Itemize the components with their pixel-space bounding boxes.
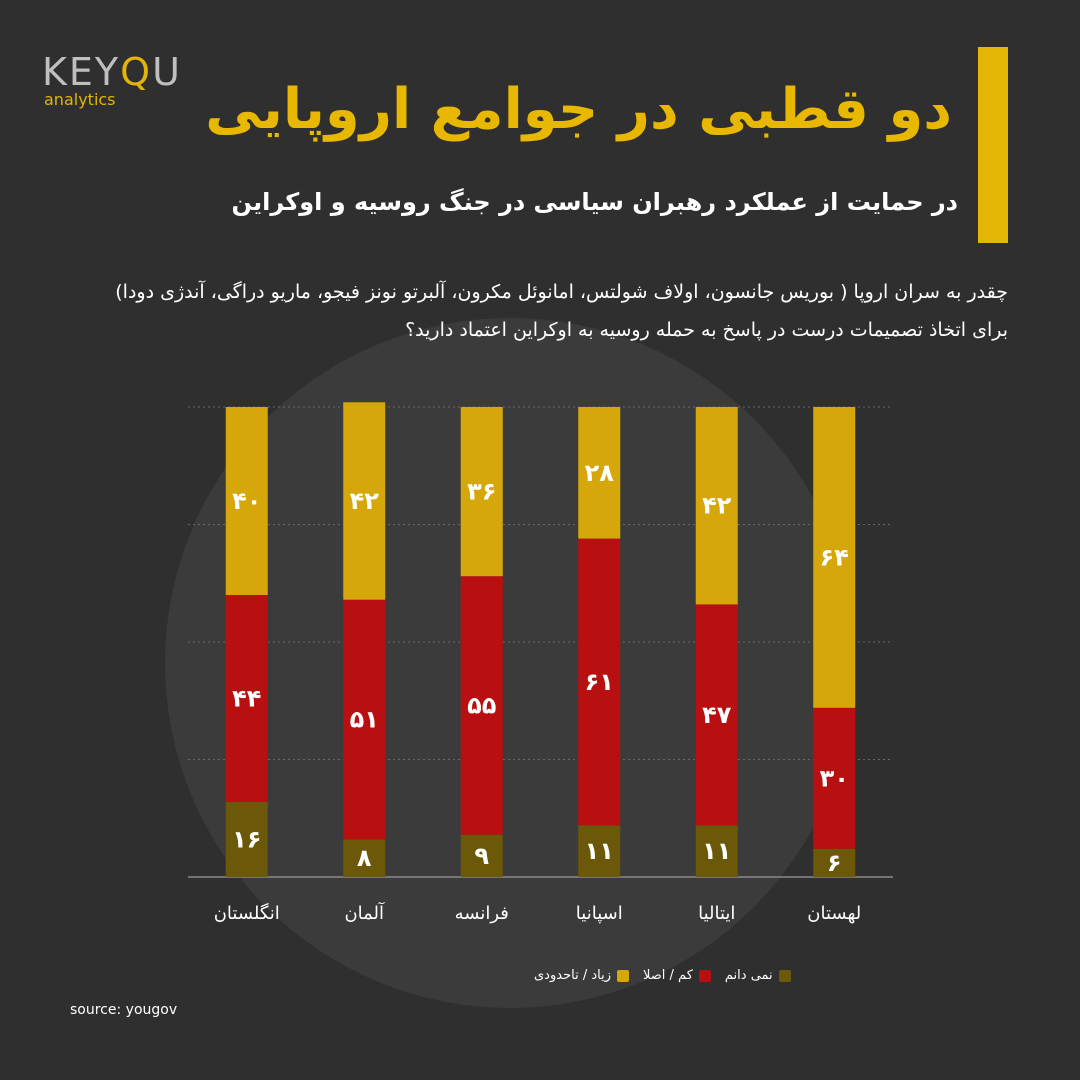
- background-circle: [165, 318, 855, 1008]
- chart-data-labels: ۱۶ ۴۴ ۴۰ ۸ ۵۱ ۴۲ ۹ ۵۵ ۳۶ ۱۱ ۶۱ ۲۸ ۱۱ ۴۷ ۴۲ ۶ ۳۰ ۶۴: [232, 459, 849, 877]
- bar-little: [225, 595, 268, 802]
- data-label: ۶: [827, 849, 842, 877]
- legend-label-much: زیاد / تاحدودی: [534, 968, 611, 983]
- title-accent-bar: [978, 47, 1008, 243]
- data-label: ۴۰: [232, 487, 261, 515]
- legend-swatch-much: [616, 969, 629, 982]
- bar-much: [460, 407, 503, 577]
- data-label: ۱۱: [585, 837, 614, 865]
- legend-label-little: کم / اصلا: [642, 968, 693, 983]
- bar-much: [578, 407, 621, 539]
- chart-bars: [225, 402, 856, 877]
- logo-tagline: analytics: [44, 90, 116, 109]
- legend-item-much: زیاد / تاحدودی: [534, 968, 629, 983]
- bar-little: [813, 707, 856, 849]
- data-label: ۴۴: [232, 684, 261, 712]
- bar-little: [460, 576, 503, 835]
- bar-dontknow: [578, 825, 621, 877]
- category-label: آلمان: [344, 901, 385, 924]
- category-label: اسپانیا: [576, 903, 623, 924]
- bar-dontknow: [695, 825, 738, 877]
- bar-dontknow: [343, 839, 386, 877]
- survey-question: چقدر به سران اروپا ( بوریس جانسون، اولاف…: [115, 281, 1008, 341]
- data-label: ۴۲: [350, 487, 380, 515]
- data-label: ۸: [357, 844, 372, 872]
- category-label: لهستان: [807, 903, 861, 924]
- bar-little: [343, 599, 386, 840]
- data-label: ۶۴: [820, 543, 849, 571]
- bar-dontknow: [460, 834, 503, 877]
- data-label: ۶۱: [585, 668, 614, 696]
- legend-item-little: کم / اصلا: [643, 968, 711, 983]
- category-label: انگلستان: [214, 902, 280, 924]
- data-label: ۵۵: [467, 691, 496, 719]
- chart-category-labels: انگلستان آلمان فرانسه اسپانیا ایتالیا لهستان: [214, 901, 862, 924]
- logo-wordmark: KEYQU: [42, 50, 182, 94]
- data-label: ۱۱: [702, 837, 731, 865]
- chart-grid: [188, 406, 893, 878]
- legend-swatch-dontknow: [778, 969, 791, 982]
- page-title: دو قطبی در جوامع اروپایی: [205, 77, 952, 142]
- bar-dontknow: [225, 801, 268, 877]
- data-label: ۵۱: [350, 706, 379, 734]
- bar-little: [578, 538, 621, 826]
- legend-swatch-little: [698, 969, 711, 982]
- data-label: ۱۶: [232, 825, 261, 853]
- data-label: ۹: [474, 842, 489, 870]
- data-label: ۴۲: [702, 492, 732, 520]
- brand-logo: KEYQU analytics: [42, 52, 242, 122]
- category-label: ایتالیا: [698, 903, 735, 924]
- legend-item-dontknow: نمی دانم: [725, 968, 791, 983]
- bar-much: [813, 407, 856, 708]
- category-label: فرانسه: [455, 903, 509, 924]
- bar-much: [225, 407, 268, 595]
- chart-legend: نمی دانم کم / اصلا زیاد / تاحدودی: [520, 968, 860, 983]
- legend-label-dontknow: نمی دانم: [724, 968, 773, 983]
- data-label: ۳۶: [467, 478, 496, 506]
- data-label: ۴۷: [702, 701, 732, 729]
- bar-much: [695, 407, 738, 605]
- bar-dontknow: [813, 848, 856, 877]
- data-label: ۳۰: [820, 764, 849, 792]
- bar-much: [343, 402, 386, 600]
- page-subtitle: در حمایت از عملکرد رهبران سیاسی در جنگ ر…: [231, 188, 959, 216]
- data-label: ۲۸: [585, 459, 615, 487]
- bar-little: [695, 604, 738, 826]
- source-note: source: yougov: [70, 1002, 178, 1018]
